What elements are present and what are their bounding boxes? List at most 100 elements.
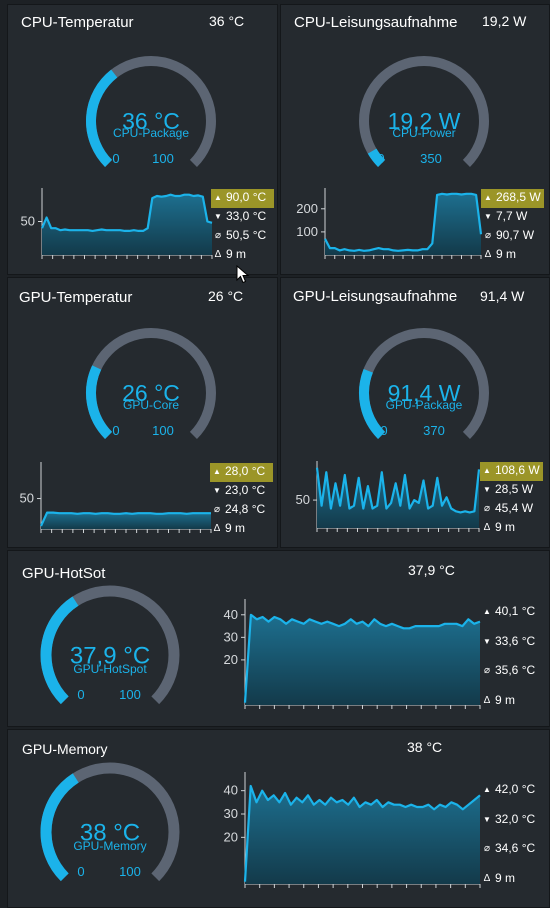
series-line xyxy=(324,192,483,252)
y-tick-label: 40 xyxy=(224,607,238,622)
stat-span-value: 9 m xyxy=(495,520,516,534)
gauge-min: 0 xyxy=(380,423,387,438)
y-tick-label: 40 xyxy=(224,783,238,798)
panel-value: 38 °C xyxy=(407,739,443,755)
stat-min-value: 33,6 °C xyxy=(495,633,536,648)
panel-cpu-temperature: CPU-Temperatur 36 °C 36 °C CPU-Package 0 10… xyxy=(7,4,278,275)
highlight-box xyxy=(211,189,274,208)
gauge-min: 0 xyxy=(112,151,119,166)
gauge-min: 0 xyxy=(77,864,84,879)
timespan-icon: Δ xyxy=(214,249,222,260)
series-area xyxy=(42,194,212,255)
gauge-value-arc xyxy=(367,148,386,167)
highlight-box xyxy=(210,463,273,482)
highlight-box xyxy=(481,189,544,208)
gauge-value-arc xyxy=(40,773,79,882)
stat-max-value: 108,6 W xyxy=(495,463,540,477)
gauge-value-arc xyxy=(86,69,118,167)
gauge-label: GPU-Package xyxy=(386,398,463,412)
highlight-box xyxy=(480,462,543,481)
gauge-max: 100 xyxy=(152,423,174,438)
gauge-min: 0 xyxy=(77,687,84,702)
stat-min-value: 33,0 °C xyxy=(226,209,267,223)
series-line xyxy=(243,613,481,703)
min-icon: ▼ xyxy=(483,636,491,646)
history-chart: 40 30 20 xyxy=(224,599,481,709)
stat-max-value: 90,0 °C xyxy=(226,190,267,204)
panel-value: 91,4 W xyxy=(480,288,525,304)
panel-title: CPU-Temperatur xyxy=(21,14,134,31)
min-icon: ▼ xyxy=(214,212,222,221)
stat-min-value: 7,7 W xyxy=(496,209,528,223)
stat-max-value: 40,1 °C xyxy=(495,604,536,618)
timespan-icon: Δ xyxy=(483,694,491,706)
max-icon: ▲ xyxy=(483,785,491,794)
series-line xyxy=(243,784,481,882)
gauge-value: 19,2 W xyxy=(388,108,461,134)
stat-span-value: 9 m xyxy=(225,521,246,535)
panel-title: GPU-HotSot xyxy=(22,565,106,582)
min-icon: ▼ xyxy=(483,485,491,494)
gauge-label: CPU-Power xyxy=(392,126,455,140)
stat-span-value: 9 m xyxy=(226,247,247,261)
gauge-max: 350 xyxy=(420,151,442,166)
y-tick-label: 50 xyxy=(21,214,35,229)
y-tick-label: 20 xyxy=(224,829,238,844)
stat-max-value: 42,0 °C xyxy=(495,782,536,796)
gauge-track xyxy=(359,56,489,167)
stat-min-value: 32,0 °C xyxy=(495,811,536,826)
gauge-value-arc xyxy=(86,365,113,439)
series-line xyxy=(315,467,481,514)
gauge-value: 36 °C xyxy=(122,108,180,134)
gauge-value-arc xyxy=(40,596,79,705)
gauge-max: 100 xyxy=(119,864,141,879)
stat-avg-value: 24,8 °C xyxy=(225,502,266,516)
average-icon: ⌀ xyxy=(214,230,222,241)
max-icon: ▲ xyxy=(484,193,492,202)
stat-max-value: 28,0 °C xyxy=(225,464,266,478)
panel-gpu-hotspot: GPU-HotSot 37,9 °C 37,9 °C GPU-HotSpot 0 10… xyxy=(7,550,550,727)
history-chart: 50 xyxy=(21,188,213,259)
series-area xyxy=(245,786,480,884)
y-tick-label: 30 xyxy=(224,629,238,644)
panel-value: 36 °C xyxy=(209,13,245,29)
panel-gpu-memory: GPU-Memory 38 °C 38 °C GPU-Memory 0 100 40 3… xyxy=(7,729,550,908)
y-tick-label: 50 xyxy=(296,492,310,507)
history-chart: 200 100 xyxy=(296,188,483,259)
series-area xyxy=(245,614,480,705)
gauge-min: 0 xyxy=(112,423,119,438)
panel-title: GPU-Leisungsaufnahme xyxy=(293,288,458,305)
stat-min-value: 23,0 °C xyxy=(225,483,266,497)
history-chart: 40 30 20 xyxy=(224,772,481,888)
average-icon: ⌀ xyxy=(484,230,492,241)
series-line xyxy=(39,511,211,527)
history-chart: 50 xyxy=(20,462,212,533)
stat-max-value: 268,5 W xyxy=(496,190,541,204)
series-area xyxy=(41,512,211,529)
gauge-max: 370 xyxy=(423,423,445,438)
max-icon: ▲ xyxy=(214,193,222,202)
series-area xyxy=(325,193,481,255)
stat-span-value: 9 m xyxy=(495,692,516,707)
average-icon: ⌀ xyxy=(483,665,491,676)
gauge-min: 0 xyxy=(377,151,384,166)
max-icon: ▲ xyxy=(483,607,491,616)
timespan-icon: Δ xyxy=(484,249,492,260)
mouse-cursor-icon xyxy=(236,265,250,284)
stat-min-value: 28,5 W xyxy=(495,482,534,496)
gauge-value-arc xyxy=(359,368,386,439)
average-icon: ⌀ xyxy=(483,843,491,854)
gauge-label: GPU-HotSpot xyxy=(73,662,147,676)
stat-avg-value: 45,4 W xyxy=(495,501,534,515)
average-icon: ⌀ xyxy=(213,504,221,515)
stat-avg-value: 34,6 °C xyxy=(495,841,536,855)
gauge-label: GPU-Core xyxy=(123,398,179,412)
y-tick-label: 20 xyxy=(224,652,238,667)
y-tick-label: 30 xyxy=(224,806,238,821)
gauge-label: GPU-Memory xyxy=(73,839,146,853)
stat-span-value: 9 m xyxy=(496,247,517,261)
